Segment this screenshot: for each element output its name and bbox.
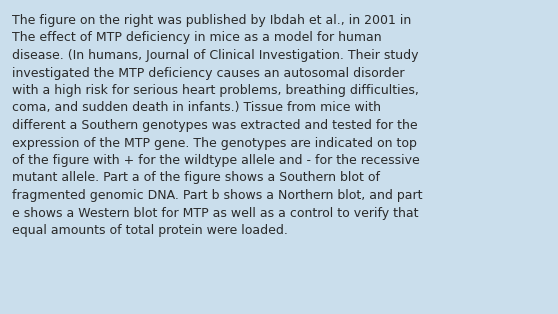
Text: The figure on the right was published by Ibdah et al., in 2001 in
The effect of : The figure on the right was published by… [12,14,422,237]
